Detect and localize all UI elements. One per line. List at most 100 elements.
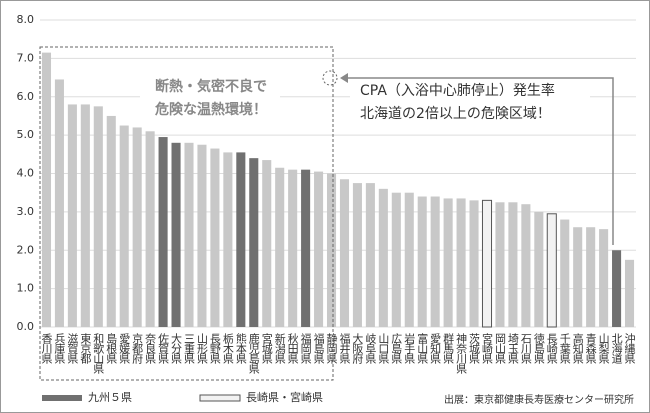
x-tick-label: 沖縄県 — [623, 333, 636, 365]
x-tick-label: 神奈川県 — [455, 332, 468, 375]
bar — [352, 183, 362, 327]
y-tick-label: 3.0 — [17, 205, 35, 218]
annotation: CPA（入浴中心肺停止）発生率 — [360, 82, 555, 99]
bar — [443, 198, 453, 327]
y-tick-label: 7.0 — [17, 51, 35, 64]
bar — [158, 137, 168, 327]
bar — [275, 167, 285, 327]
bar — [119, 125, 129, 327]
y-tick-label: 1.0 — [17, 282, 35, 295]
bar — [430, 196, 440, 327]
y-tick-label: 8.0 — [17, 13, 35, 26]
x-tick-label: 広島県 — [390, 333, 403, 365]
y-tick-label: 4.0 — [17, 167, 35, 180]
x-tick-label: 秋田県 — [286, 332, 299, 365]
arrowhead — [340, 73, 348, 83]
x-tick-label: 和歌山県 — [92, 333, 105, 375]
x-tick-label: 岡山県 — [493, 333, 506, 365]
x-tick-label: 福井県 — [338, 332, 351, 365]
bar — [301, 169, 311, 327]
x-tick-label: 徳島県 — [532, 333, 545, 365]
connector — [345, 77, 614, 245]
bar — [508, 202, 518, 327]
x-tick-label: 長野県 — [208, 333, 221, 365]
x-tick-label: 岐阜県 — [364, 333, 377, 365]
bar — [417, 196, 427, 327]
annotation: 断熱・気密不良で — [155, 78, 267, 95]
bar — [546, 213, 557, 328]
x-tick-label: 青森県 — [584, 333, 597, 365]
bar — [145, 131, 155, 327]
y-tick-label: 0.0 — [17, 320, 35, 333]
bar — [236, 152, 246, 327]
bar — [210, 148, 220, 327]
legend-label: 長崎県・宮崎県 — [246, 390, 323, 404]
bar — [599, 229, 609, 327]
x-tick-label: 大阪府 — [351, 332, 364, 365]
bar — [612, 250, 622, 327]
bar — [469, 200, 479, 327]
legend-swatch — [42, 395, 82, 401]
bar — [586, 227, 596, 327]
bar — [391, 192, 401, 327]
bar — [378, 188, 388, 327]
x-tick-label: 高知県 — [571, 332, 584, 365]
bar — [54, 79, 64, 327]
highlight-box — [39, 46, 334, 381]
bar — [249, 158, 259, 327]
x-tick-label: 富山県 — [416, 332, 429, 365]
bar — [80, 104, 90, 327]
bar — [67, 104, 77, 327]
x-tick-label: 奈良県 — [144, 332, 157, 365]
bar — [132, 127, 142, 327]
x-tick-label: 静岡県 — [325, 332, 338, 365]
x-tick-label: 兵庫県 — [53, 333, 66, 365]
bar — [288, 169, 298, 327]
bar — [223, 152, 233, 327]
x-tick-label: 島根県 — [105, 332, 118, 365]
bar — [184, 142, 194, 327]
x-tick-label: 鹿児島県 — [247, 332, 260, 375]
source: 出展：東京都健康長寿医療センター研究所 — [444, 393, 634, 406]
x-tick-label: 京都府 — [131, 332, 144, 365]
bar — [262, 160, 272, 327]
bar — [326, 173, 337, 327]
x-tick-label: 滋賀県 — [66, 333, 79, 365]
x-tick-label: 山口県 — [377, 333, 390, 365]
x-tick-label: 山形県 — [195, 333, 208, 365]
x-tick-label: 愛媛県 — [118, 333, 131, 365]
bar — [481, 199, 493, 328]
bar — [534, 211, 544, 327]
x-tick-label: 山梨県 — [597, 333, 610, 365]
x-tick-label: 千葉県 — [558, 333, 571, 365]
bar — [521, 204, 531, 327]
x-tick-label: 福島県 — [312, 332, 325, 365]
bar — [365, 183, 375, 327]
bar — [456, 198, 466, 327]
x-tick-label: 佐賀県 — [157, 332, 170, 365]
legend-swatch — [199, 394, 241, 402]
x-tick-label: 長崎県 — [545, 333, 558, 365]
annotation: 危険な温熱環境！ — [154, 101, 267, 118]
x-tick-label: 香川県 — [40, 333, 53, 365]
x-tick-label: 宮城県 — [260, 332, 273, 365]
x-tick-label: 埼玉県 — [506, 332, 519, 365]
y-tick-label: 5.0 — [17, 128, 35, 141]
x-tick-label: 茨城県 — [468, 332, 481, 365]
x-tick-label: 宮崎県 — [481, 332, 494, 365]
x-tick-label: 熊本県 — [234, 332, 247, 365]
x-tick-label: 群馬県 — [442, 332, 455, 365]
bar — [404, 192, 414, 327]
bar — [93, 106, 103, 327]
bar — [314, 171, 324, 327]
bar — [171, 142, 181, 327]
bar — [624, 259, 635, 327]
x-tick-label: 新潟県 — [273, 332, 286, 365]
bar — [197, 144, 207, 327]
x-tick-label: 岩手県 — [403, 332, 416, 365]
legend-label: 九州５県 — [88, 391, 132, 404]
bar — [106, 115, 116, 327]
y-tick-label: 2.0 — [17, 243, 35, 256]
annotation: 北海道の2倍以上の危険区域！ — [360, 106, 551, 122]
